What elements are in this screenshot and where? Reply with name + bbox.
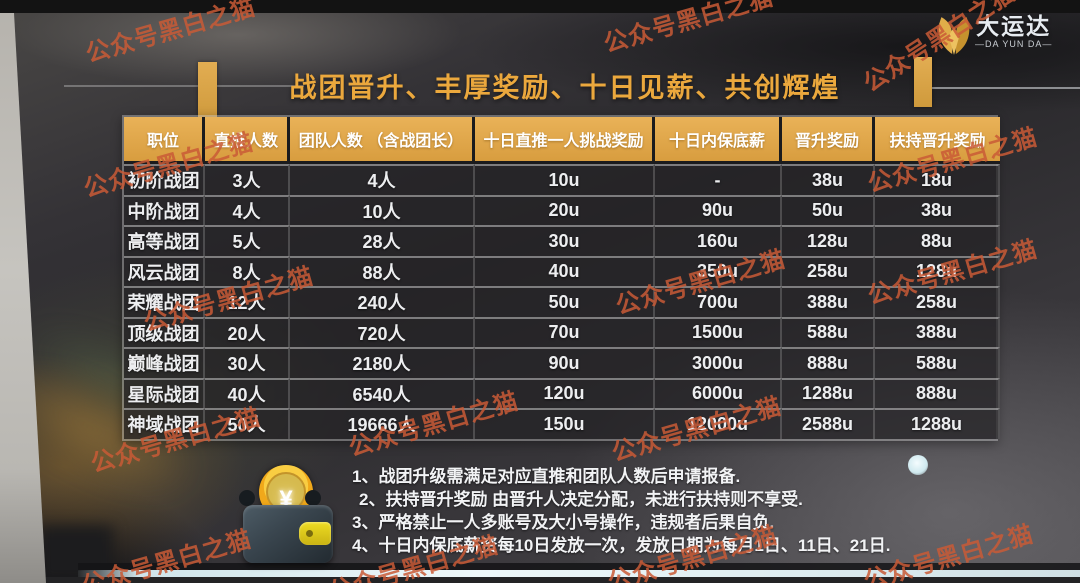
table-cell: 128u <box>875 255 1000 286</box>
header-cell: 十日直推一人挑战奖励 <box>475 117 655 164</box>
wallet-corner <box>305 490 321 506</box>
table-cell: 30u <box>475 225 655 256</box>
page-title: 战团晋升、丰厚奖励、十日见薪、共创辉煌 <box>289 73 841 103</box>
gold-accent-bar <box>914 57 932 107</box>
table-cell: 20u <box>475 194 655 225</box>
table-cell: 38u <box>875 194 1000 225</box>
brand-name-latin: —DA YUN DA— <box>975 39 1053 49</box>
wallet-coin-icon: ¥ <box>238 458 338 570</box>
table-cell: 90u <box>475 347 655 378</box>
table-cell: 240人 <box>290 286 475 317</box>
table-cell: 3000u <box>655 347 782 378</box>
table-cell: 38u <box>782 164 875 195</box>
table-cell: 4人 <box>290 164 475 195</box>
table-cell: 40u <box>475 255 655 286</box>
divider-line <box>930 87 1080 89</box>
wallet-clasp <box>299 522 331 545</box>
brand-logo: 大运达 —DA YUN DA— <box>936 13 1066 58</box>
header-cell: 十日内保底薪 <box>655 117 782 164</box>
glare-dot <box>908 455 928 475</box>
wallet-clasp-dot <box>306 530 313 537</box>
table-cell: 荣耀战团 <box>124 286 205 317</box>
footnote-line: 1、战团升级需满足对应直推和团队人数后申请报备. <box>352 467 741 486</box>
table-cell: 120u <box>475 377 655 408</box>
table-cell: 258u <box>782 255 875 286</box>
table-cell: 700u <box>655 286 782 317</box>
table-cell: 588u <box>782 316 875 347</box>
screen-edge-shadow <box>78 563 1080 571</box>
table-cell: 2588u <box>782 408 875 439</box>
table-cell: 8人 <box>205 255 290 286</box>
table-cell: 5人 <box>205 225 290 256</box>
screen-top-bezel <box>0 0 1080 13</box>
table-cell: 50u <box>782 194 875 225</box>
table-cell: - <box>655 164 782 195</box>
footnotes: 1、战团升级需满足对应直推和团队人数后申请报备. 2、扶持晋升奖励 由晋升人决定分… <box>352 465 890 557</box>
table-cell: 258u <box>875 286 1000 317</box>
table-cell: 388u <box>782 286 875 317</box>
table-cell: 19666人 <box>290 408 475 439</box>
table-cell: 6540人 <box>290 377 475 408</box>
table-cell: 中阶战团 <box>124 194 205 225</box>
table-cell: 18u <box>875 164 1000 195</box>
table-cell: 50人 <box>205 408 290 439</box>
table-cell: 88u <box>875 225 1000 256</box>
table-cell: 高等战团 <box>124 225 205 256</box>
table-cell: 28人 <box>290 225 475 256</box>
table-cell: 888u <box>875 377 1000 408</box>
table-cell: 神域战团 <box>124 408 205 439</box>
footnote-line: 4、十日内保底薪资每10日发放一次，发放日期为每月1日、11日、21日. <box>352 536 891 555</box>
table-cell: 1288u <box>782 377 875 408</box>
table-cell: 巅峰战团 <box>124 347 205 378</box>
promotion-table: 职位 直推人数 团队人数 （含战团长） 十日直推一人挑战奖励 十日内保底薪 晋升奖励 扶持晋… <box>122 115 1000 441</box>
table-cell: 40人 <box>205 377 290 408</box>
table-cell: 10人 <box>290 194 475 225</box>
table-cell: 1288u <box>875 408 1000 439</box>
table-cell: 350u <box>655 255 782 286</box>
table-cell: 50u <box>475 286 655 317</box>
header-cell: 直推人数 <box>205 117 290 164</box>
table-cell: 70u <box>475 316 655 347</box>
table-cell: 3人 <box>205 164 290 195</box>
table-cell: 星际战团 <box>124 377 205 408</box>
gold-accent-bar <box>198 62 217 121</box>
table-cell: 90u <box>655 194 782 225</box>
screen-edge-highlight <box>78 570 1080 577</box>
footnote-line: 3、严格禁止一人多账号及大小号操作，违规者后果自负. <box>352 513 775 532</box>
table-cell: 150u <box>475 408 655 439</box>
table-cell: 顶级战团 <box>124 316 205 347</box>
header-cell: 晋升奖励 <box>782 117 875 164</box>
table-cell: 风云战团 <box>124 255 205 286</box>
table-cell: 1500u <box>655 316 782 347</box>
table-cell: 720人 <box>290 316 475 347</box>
header-cell: 职位 <box>124 117 205 164</box>
table-cell: 初阶战团 <box>124 164 205 195</box>
table-cell: 88人 <box>290 255 475 286</box>
table-cell: 588u <box>875 347 1000 378</box>
desk-edge <box>0 577 1080 583</box>
table-cell: 12人 <box>205 286 290 317</box>
table-cell: 12000u <box>655 408 782 439</box>
table-cell: 388u <box>875 316 1000 347</box>
table-cell: 888u <box>782 347 875 378</box>
table-cell: 20人 <box>205 316 290 347</box>
footnote-line: 2、扶持晋升奖励 由晋升人决定分配，未进行扶持则不享受. <box>359 490 803 509</box>
brand-name: 大运达 <box>976 13 1052 39</box>
dayunda-emblem-icon <box>938 17 970 55</box>
table-cell: 160u <box>655 225 782 256</box>
table-cell: 6000u <box>655 377 782 408</box>
wallet-corner <box>239 490 255 506</box>
wall-edge <box>0 13 46 583</box>
table-cell: 4人 <box>205 194 290 225</box>
header-cell: 扶持晋升奖励 <box>875 117 1000 164</box>
table-cell: 2180人 <box>290 347 475 378</box>
table-cell: 128u <box>782 225 875 256</box>
header-cell: 团队人数 （含战团长） <box>290 117 475 164</box>
table-cell: 10u <box>475 164 655 195</box>
table-cell: 30人 <box>205 347 290 378</box>
divider-line <box>64 85 304 87</box>
